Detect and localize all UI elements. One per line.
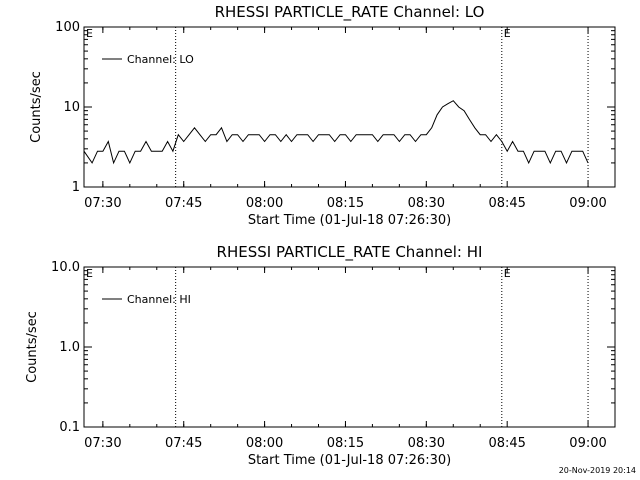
legend-label: Channel: HI (127, 293, 191, 306)
chart-title: RHESSI PARTICLE_RATE Channel: LO (215, 3, 485, 22)
marker-label: E (86, 27, 93, 40)
y-tick-label: 10 (63, 100, 80, 115)
marker-label: E (504, 27, 511, 40)
plot-frame (83, 26, 616, 188)
x-tick-label: 08:30 (408, 436, 445, 451)
x-tick-label: 09:00 (569, 196, 606, 211)
x-tick-label: 08:45 (488, 436, 525, 451)
series-line (83, 100, 589, 165)
y-axis-label: Counts/sec (25, 311, 40, 383)
footer-timestamp: 20-Nov-2019 20:14 (558, 466, 636, 475)
y-tick-label: 1.0 (59, 340, 80, 355)
marker-label: E (86, 267, 93, 280)
y-tick-label: 0.1 (59, 420, 80, 435)
x-tick-label: 08:00 (246, 196, 283, 211)
y-tick-label: 1 (72, 180, 80, 195)
x-tick-label: 08:30 (408, 196, 445, 211)
x-axis-label: Start Time (01-Jul-18 07:26:30) (248, 453, 451, 468)
x-tick-label: 09:00 (569, 436, 606, 451)
y-tick-label: 10.0 (51, 260, 80, 275)
x-axis-label: Start Time (01-Jul-18 07:26:30) (248, 213, 451, 228)
y-tick-label: 100 (55, 20, 80, 35)
x-tick-label: 08:45 (488, 196, 525, 211)
x-tick-label: 07:30 (84, 196, 121, 211)
x-tick-label: 08:00 (246, 436, 283, 451)
x-tick-label: 07:45 (165, 196, 202, 211)
plot-frame (83, 266, 616, 428)
chart-title: RHESSI PARTICLE_RATE Channel: HI (217, 243, 483, 262)
x-tick-label: 07:45 (165, 436, 202, 451)
marker-label: E (504, 267, 511, 280)
y-axis-label: Counts/sec (29, 71, 44, 143)
legend-label: Channel: LO (127, 53, 194, 66)
x-tick-label: 08:15 (327, 196, 364, 211)
x-tick-label: 08:15 (327, 436, 364, 451)
x-tick-label: 07:30 (84, 436, 121, 451)
